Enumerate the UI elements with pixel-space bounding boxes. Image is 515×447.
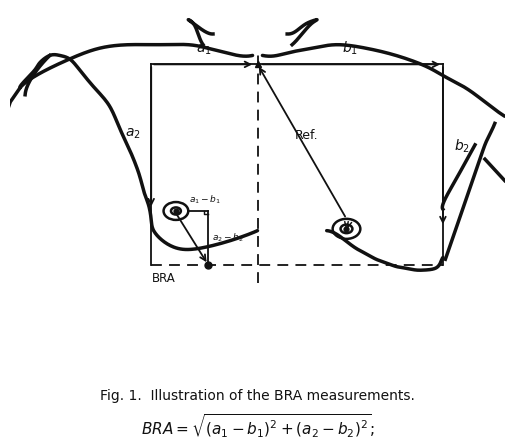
Text: Fig. 1.  Illustration of the BRA measurements.: Fig. 1. Illustration of the BRA measurem… (100, 388, 415, 403)
Text: $a_1 - b_1$: $a_1 - b_1$ (190, 193, 221, 206)
Text: Ref.: Ref. (295, 129, 318, 143)
Text: $a_2 - b_2$: $a_2 - b_2$ (212, 232, 244, 244)
Text: BRA: BRA (152, 272, 176, 285)
Text: $b_2$: $b_2$ (454, 138, 470, 155)
Text: $a_2$: $a_2$ (125, 127, 140, 141)
Text: $b_1$: $b_1$ (342, 39, 358, 56)
Text: $a_1$: $a_1$ (197, 42, 212, 56)
Text: $BRA = \sqrt{(a_1 - b_1)^2 + (a_2 - b_2)^2};$: $BRA = \sqrt{(a_1 - b_1)^2 + (a_2 - b_2)… (141, 413, 374, 440)
